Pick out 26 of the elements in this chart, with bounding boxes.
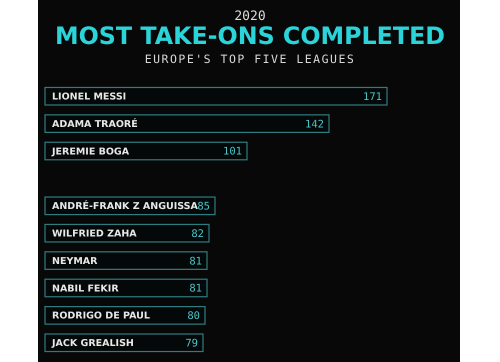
y-tick-label: NABIL FEKIR (52, 283, 120, 294)
y-tick-label: JEREMIE BOGA (51, 146, 130, 158)
chart-subtitle: EUROPE'S TOP FIVE LEAGUES (144, 52, 356, 66)
bar (44, 114, 330, 133)
bar (44, 86, 388, 106)
data-label: 142 (305, 118, 324, 130)
y-tick-label: ADAMA TRAORÉ (52, 118, 138, 130)
data-label: 171 (363, 90, 382, 103)
y-tick-label: ANDRÉ-FRANK Z ANGUISSA (52, 200, 199, 212)
bar (44, 251, 208, 270)
y-tick-label: WILFRIED ZAHA (52, 228, 138, 240)
data-label: 85 (197, 200, 210, 212)
chart-title: MOST TAKE-ONS COMPLETED (55, 22, 450, 50)
data-label: 81 (189, 255, 202, 268)
text: 2020 (234, 9, 266, 24)
bar (44, 278, 208, 298)
data-label: 81 (189, 282, 202, 295)
bar (44, 142, 248, 160)
data-label: 82 (191, 228, 204, 240)
y-tick-label: JACK GREALISH (51, 338, 134, 350)
y-tick-label: NEYMAR (52, 256, 98, 267)
data-label: 80 (187, 310, 200, 322)
data-label: 79 (185, 337, 198, 350)
data-label: 101 (223, 146, 242, 158)
y-tick-label: LIONEL MESSI (52, 92, 126, 103)
y-tick-label: RODRIGO DE PAUL (52, 310, 150, 322)
